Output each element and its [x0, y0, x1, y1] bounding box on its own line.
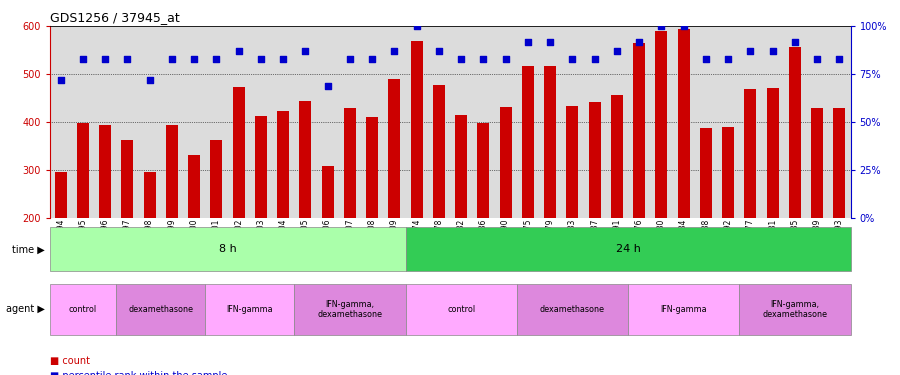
Bar [300, 101, 311, 217]
Bar [544, 66, 556, 218]
Text: IFN-gamma,
dexamethasone: IFN-gamma, dexamethasone [762, 300, 827, 319]
Bar [321, 166, 334, 218]
Point [53, 77, 68, 83]
Bar [406, 227, 850, 272]
Point [654, 23, 669, 29]
Text: ■ percentile rank within the sample: ■ percentile rank within the sample [50, 371, 227, 375]
Bar [232, 87, 245, 218]
Bar [211, 140, 222, 218]
Bar [116, 284, 205, 334]
Point [298, 48, 312, 54]
Text: control: control [68, 305, 97, 314]
Point [521, 39, 535, 45]
Bar [388, 79, 400, 218]
Bar [122, 140, 133, 218]
Text: 24 h: 24 h [616, 244, 641, 254]
Point [810, 56, 824, 62]
Bar [522, 66, 534, 218]
Text: dexamethasone: dexamethasone [540, 305, 605, 314]
Bar [767, 88, 778, 218]
Bar [99, 125, 112, 218]
Point [588, 56, 602, 62]
Text: time ▶: time ▶ [13, 244, 45, 254]
Point [609, 48, 624, 54]
Point [788, 39, 802, 45]
Text: IFN-gamma,
dexamethasone: IFN-gamma, dexamethasone [318, 300, 382, 319]
Point [142, 77, 157, 83]
Point [632, 39, 646, 45]
Point [698, 56, 713, 62]
Bar [788, 47, 801, 217]
Point [765, 48, 779, 54]
Point [187, 56, 202, 62]
Point [121, 56, 135, 62]
Point [499, 56, 513, 62]
Bar [517, 284, 628, 334]
Point [254, 56, 268, 62]
Point [476, 56, 491, 62]
Bar [166, 125, 178, 218]
Bar [744, 89, 757, 218]
Bar [188, 155, 200, 218]
Bar [566, 106, 579, 218]
Bar [50, 284, 116, 334]
Text: ■ count: ■ count [50, 356, 89, 366]
Point [677, 23, 691, 29]
Point [387, 48, 401, 54]
Bar [739, 284, 850, 334]
Bar [410, 40, 423, 218]
Bar [633, 43, 645, 218]
Text: dexamethasone: dexamethasone [128, 305, 194, 314]
Bar [277, 111, 289, 218]
Bar [700, 128, 712, 218]
Bar [628, 284, 739, 334]
Point [721, 56, 735, 62]
Point [565, 56, 580, 62]
Text: agent ▶: agent ▶ [6, 304, 45, 314]
Bar [255, 116, 267, 218]
Text: GDS1256 / 37945_at: GDS1256 / 37945_at [50, 11, 179, 24]
Bar [589, 102, 600, 217]
Point [320, 82, 335, 88]
Bar [611, 94, 623, 218]
Point [410, 23, 424, 29]
Point [743, 48, 758, 54]
Point [364, 56, 379, 62]
Point [832, 56, 847, 62]
Point [165, 56, 179, 62]
Text: IFN-gamma: IFN-gamma [227, 305, 273, 314]
Point [98, 56, 112, 62]
Bar [143, 172, 156, 217]
Bar [500, 106, 512, 218]
Bar [366, 117, 378, 218]
Point [432, 48, 446, 54]
Point [543, 39, 557, 45]
Bar [344, 108, 356, 217]
Text: control: control [447, 305, 475, 314]
Bar [76, 123, 89, 218]
Bar [406, 284, 517, 334]
Bar [678, 28, 689, 218]
Bar [655, 31, 668, 217]
Point [343, 56, 357, 62]
Bar [294, 284, 406, 334]
Point [76, 56, 90, 62]
Bar [205, 284, 294, 334]
Bar [722, 127, 734, 218]
Bar [55, 172, 67, 217]
Point [276, 56, 291, 62]
Point [454, 56, 468, 62]
Text: IFN-gamma: IFN-gamma [661, 305, 707, 314]
Text: 8 h: 8 h [219, 244, 237, 254]
Bar [455, 115, 467, 218]
Bar [811, 108, 824, 218]
Bar [433, 85, 445, 218]
Bar [50, 227, 406, 272]
Point [231, 48, 246, 54]
Bar [477, 123, 490, 218]
Bar [833, 108, 845, 218]
Point [209, 56, 223, 62]
